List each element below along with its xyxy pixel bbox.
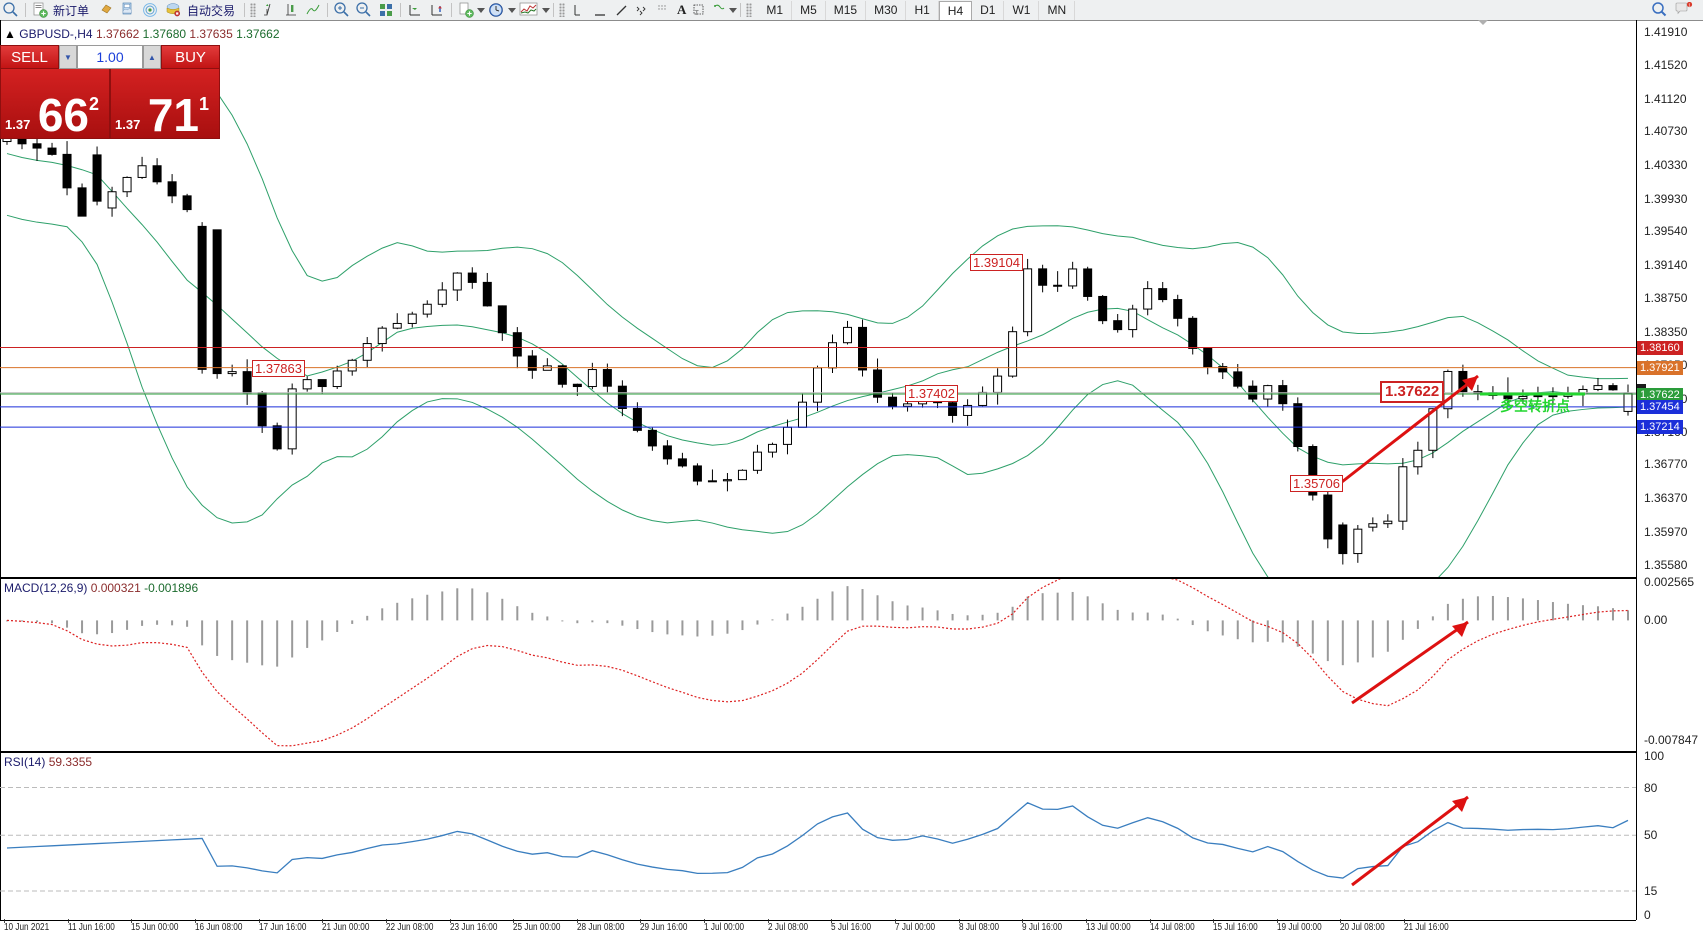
svg-text:T: T	[695, 11, 699, 17]
